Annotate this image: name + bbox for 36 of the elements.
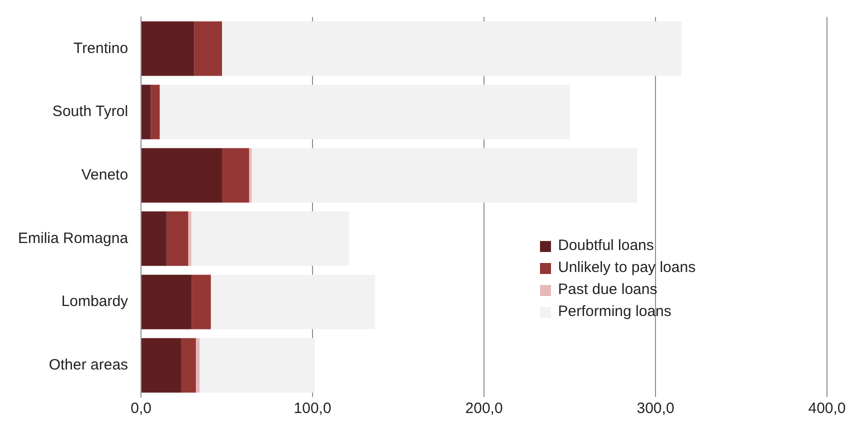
legend-label: Performing loans	[558, 302, 672, 322]
bar	[252, 148, 637, 203]
bar	[142, 274, 192, 330]
x-tick-label: 200,0	[465, 400, 503, 418]
bar	[210, 274, 376, 330]
y-tick-label: South Tyrol	[52, 103, 128, 120]
bar	[188, 211, 192, 266]
bar	[142, 148, 222, 203]
x-tick-label: 300,0	[636, 400, 674, 418]
y-tick-label: Other areas	[48, 356, 128, 374]
x-tick-label: 100,0	[294, 400, 332, 418]
bar	[196, 338, 200, 393]
x-tick-label: 400,0	[808, 400, 846, 418]
y-tick-label: Emilia Romagna	[18, 230, 129, 247]
x-tick-label: 0,0	[130, 400, 152, 418]
bar	[150, 84, 160, 140]
bar	[249, 148, 252, 203]
legend-label: Unlikely to pay loans	[558, 258, 696, 278]
bar	[192, 274, 211, 330]
bar	[222, 21, 682, 76]
bar	[191, 211, 349, 266]
bar	[142, 84, 151, 140]
bar	[181, 338, 196, 393]
legend-label: Past due loans	[558, 280, 658, 300]
y-tick-label: Veneto	[81, 166, 128, 184]
bar	[142, 338, 182, 393]
bar	[160, 84, 570, 140]
bar	[142, 211, 166, 266]
bar	[200, 338, 315, 393]
bar	[142, 21, 194, 76]
bar	[194, 21, 222, 76]
y-tick-label: Trentino	[74, 40, 128, 57]
y-tick-label: Lombardy	[61, 293, 129, 310]
legend-label: Doubtful loans	[558, 236, 654, 256]
bar	[222, 148, 250, 203]
bar	[166, 211, 188, 266]
